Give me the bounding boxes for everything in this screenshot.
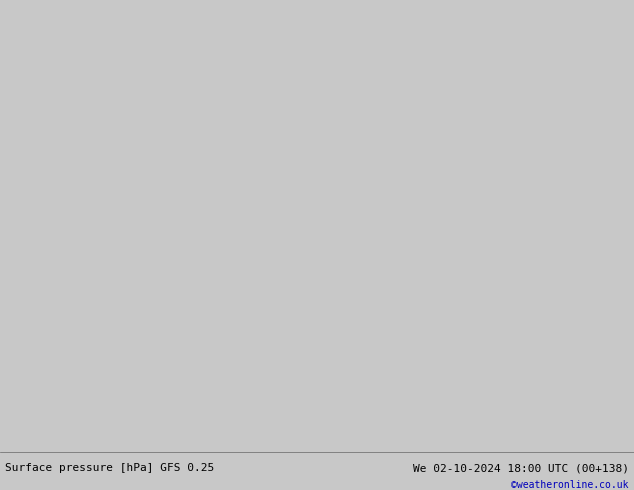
Text: ©weatheronline.co.uk: ©weatheronline.co.uk: [512, 480, 629, 490]
Text: Surface pressure [hPa] GFS 0.25: Surface pressure [hPa] GFS 0.25: [5, 464, 214, 473]
Text: We 02-10-2024 18:00 UTC (00+138): We 02-10-2024 18:00 UTC (00+138): [413, 464, 629, 473]
